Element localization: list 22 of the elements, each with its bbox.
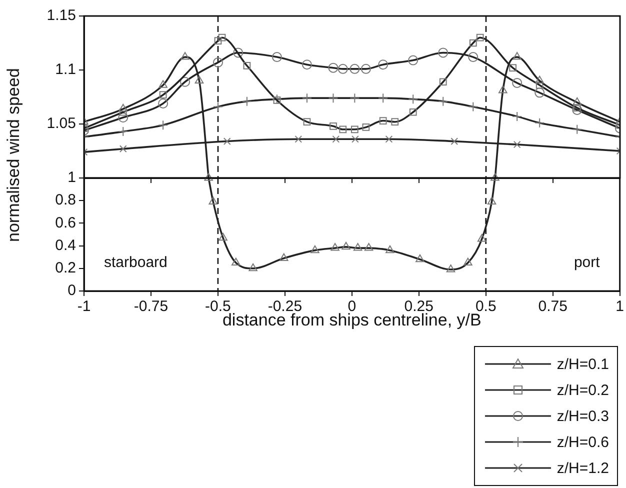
y-tick-label: 1	[68, 169, 76, 186]
annotation: starboard	[104, 254, 168, 271]
legend-label: z/H=0.2	[556, 382, 609, 398]
legend-label: z/H=0.1	[556, 356, 609, 372]
y-tick-label: 0.2	[55, 260, 76, 277]
legend-label: z/H=0.3	[556, 408, 609, 424]
y-tick-label: 1.15	[46, 7, 76, 24]
y-tick-label: 1.05	[46, 115, 76, 132]
x-axis-title: distance from ships centreline, y/B	[222, 310, 482, 330]
legend-label: z/H=1.2	[556, 460, 609, 476]
x-tick-label: 1	[616, 298, 624, 316]
legend-label: z/H=0.6	[556, 434, 609, 450]
x-tick-label: -0.75	[134, 298, 168, 316]
y-tick-label: 0.8	[55, 192, 76, 209]
y-tick-label: 0.4	[55, 236, 76, 254]
y-tick-label: 1.1	[55, 61, 76, 78]
y-tick-label: 0.6	[55, 214, 76, 232]
x-tick-label: -1	[77, 298, 91, 316]
x-tick-label: 0.75	[538, 298, 568, 316]
annotation: port	[574, 254, 601, 271]
y-axis-title: normalised wind speed	[4, 68, 24, 242]
y-tick-label: 0	[68, 282, 76, 300]
